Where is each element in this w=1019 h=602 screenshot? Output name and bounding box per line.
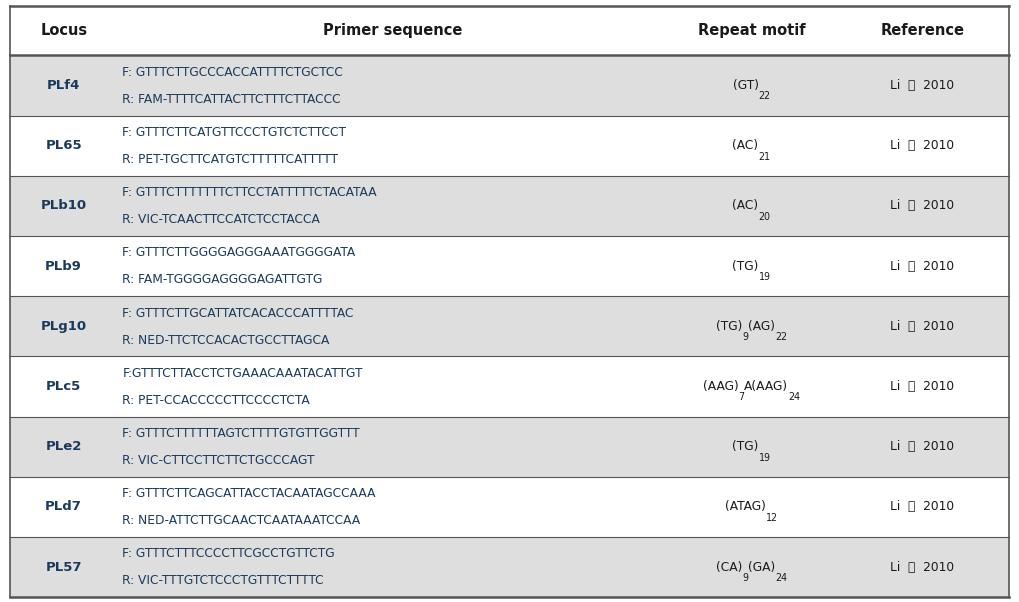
Text: (CA): (CA) — [715, 560, 742, 574]
Text: Li  등  2010: Li 등 2010 — [891, 560, 954, 574]
Text: 21: 21 — [758, 152, 770, 161]
Text: (ATAG): (ATAG) — [726, 500, 766, 514]
Bar — [10, 296, 1009, 356]
Text: 20: 20 — [758, 212, 770, 222]
Text: PLb9: PLb9 — [45, 259, 83, 273]
Text: 24: 24 — [775, 573, 788, 583]
Text: R: FAM-TTTTCATTACTTCTTTCTTACCC: R: FAM-TTTTCATTACTTCTTTCTTACCC — [122, 93, 341, 106]
Bar — [10, 6, 1009, 55]
Text: Li  등  2010: Li 등 2010 — [891, 199, 954, 213]
Text: F: GTTTCTTGGGGAGGGAAATGGGGATA: F: GTTTCTTGGGGAGGGAAATGGGGATA — [122, 246, 356, 259]
Text: (AG): (AG) — [748, 320, 775, 333]
Text: R: NED-ATTCTTGCAACTCAATAAATCCAA: R: NED-ATTCTTGCAACTCAATAAATCCAA — [122, 514, 361, 527]
Text: R: VIC-TTTGTCTCCCTGTTTCTTTTC: R: VIC-TTTGTCTCCCTGTTTCTTTTC — [122, 574, 324, 588]
Text: F: GTTTCTTCATGTTCCCTGTCTCTTCCT: F: GTTTCTTCATGTTCCCTGTCTCTTCCT — [122, 126, 346, 139]
Text: PLf4: PLf4 — [47, 79, 81, 92]
Text: 9: 9 — [742, 573, 748, 583]
Text: F: GTTTCTTTTTTTCTTCCTATTTTTCTACATAA: F: GTTTCTTTTTTTCTTCCTATTTTTCTACATAA — [122, 186, 377, 199]
Bar — [10, 55, 1009, 116]
Bar — [10, 477, 1009, 537]
Text: Li  등  2010: Li 등 2010 — [891, 380, 954, 393]
Text: R: FAM-TGGGGAGGGGAGATTGTG: R: FAM-TGGGGAGGGGAGATTGTG — [122, 273, 323, 287]
Text: (GT): (GT) — [733, 79, 758, 92]
Text: PLe2: PLe2 — [46, 440, 82, 453]
Text: R: PET-TGCTTCATGTCTTTTTCATTTTT: R: PET-TGCTTCATGTCTTTTTCATTTTT — [122, 153, 338, 166]
Bar — [10, 356, 1009, 417]
Text: PLc5: PLc5 — [46, 380, 82, 393]
Text: F: GTTTCTTTCCCCTTCGCCTGTTCTG: F: GTTTCTTTCCCCTTCGCCTGTTCTG — [122, 547, 335, 560]
Text: (TG): (TG) — [733, 259, 759, 273]
Text: F: GTTTCTTCAGCATTACCTACAATAGCCAAA: F: GTTTCTTCAGCATTACCTACAATAGCCAAA — [122, 487, 376, 500]
Text: R: VIC-TCAACTTCCATCTCCTACCA: R: VIC-TCAACTTCCATCTCCTACCA — [122, 213, 320, 226]
Text: Repeat motif: Repeat motif — [698, 23, 805, 38]
Text: Locus: Locus — [40, 23, 88, 38]
Text: (TG): (TG) — [733, 440, 759, 453]
Text: 12: 12 — [766, 513, 777, 523]
Text: 22: 22 — [775, 332, 788, 342]
Text: Li  등  2010: Li 등 2010 — [891, 139, 954, 152]
Text: PLb10: PLb10 — [41, 199, 87, 213]
Text: Li  등  2010: Li 등 2010 — [891, 440, 954, 453]
Text: Reference: Reference — [880, 23, 964, 38]
Text: 19: 19 — [759, 272, 770, 282]
Text: (AC): (AC) — [733, 139, 758, 152]
Text: PLd7: PLd7 — [45, 500, 83, 514]
Text: F: GTTTCTTGCCCACCATTTTCTGCTCC: F: GTTTCTTGCCCACCATTTTCTGCTCC — [122, 66, 343, 79]
Text: 24: 24 — [789, 393, 801, 402]
Text: Primer sequence: Primer sequence — [323, 23, 462, 38]
Bar — [10, 537, 1009, 597]
Text: R: PET-CCACCCCCTTCCCCTCTA: R: PET-CCACCCCCTTCCCCTCTA — [122, 394, 310, 407]
Text: A(AAG): A(AAG) — [744, 380, 789, 393]
Bar — [10, 417, 1009, 477]
Text: Li  등  2010: Li 등 2010 — [891, 500, 954, 514]
Text: R: VIC-CTTCCTTCTTCTGCCCAGT: R: VIC-CTTCCTTCTTCTGCCCAGT — [122, 454, 315, 467]
Text: Li  등  2010: Li 등 2010 — [891, 259, 954, 273]
Text: PLg10: PLg10 — [41, 320, 87, 333]
Text: PL57: PL57 — [46, 560, 82, 574]
Text: 19: 19 — [759, 453, 770, 462]
Text: (GA): (GA) — [748, 560, 775, 574]
Text: PL65: PL65 — [46, 139, 82, 152]
Text: Li  등  2010: Li 등 2010 — [891, 79, 954, 92]
Text: 7: 7 — [739, 393, 744, 402]
Text: (AAG): (AAG) — [702, 380, 739, 393]
Text: R: NED-TTCTCCACACTGCCTTAGCA: R: NED-TTCTCCACACTGCCTTAGCA — [122, 334, 330, 347]
Text: 22: 22 — [758, 92, 770, 101]
Bar — [10, 176, 1009, 236]
Text: F: GTTTCTTTTTTAGTCTTTTGTGTTGGTTT: F: GTTTCTTTTTTAGTCTTTTGTGTTGGTTT — [122, 427, 360, 440]
Text: F: GTTTCTTGCATTATCACACCCATTTTAC: F: GTTTCTTGCATTATCACACCCATTTTAC — [122, 306, 354, 320]
Text: (TG): (TG) — [715, 320, 742, 333]
Text: 9: 9 — [742, 332, 748, 342]
Text: (AC): (AC) — [733, 199, 758, 213]
Bar — [10, 116, 1009, 176]
Text: F:GTTTCTTACCTCTGAAACAAATACATTGT: F:GTTTCTTACCTCTGAAACAAATACATTGT — [122, 367, 363, 380]
Text: Li  등  2010: Li 등 2010 — [891, 320, 954, 333]
Bar — [10, 236, 1009, 296]
